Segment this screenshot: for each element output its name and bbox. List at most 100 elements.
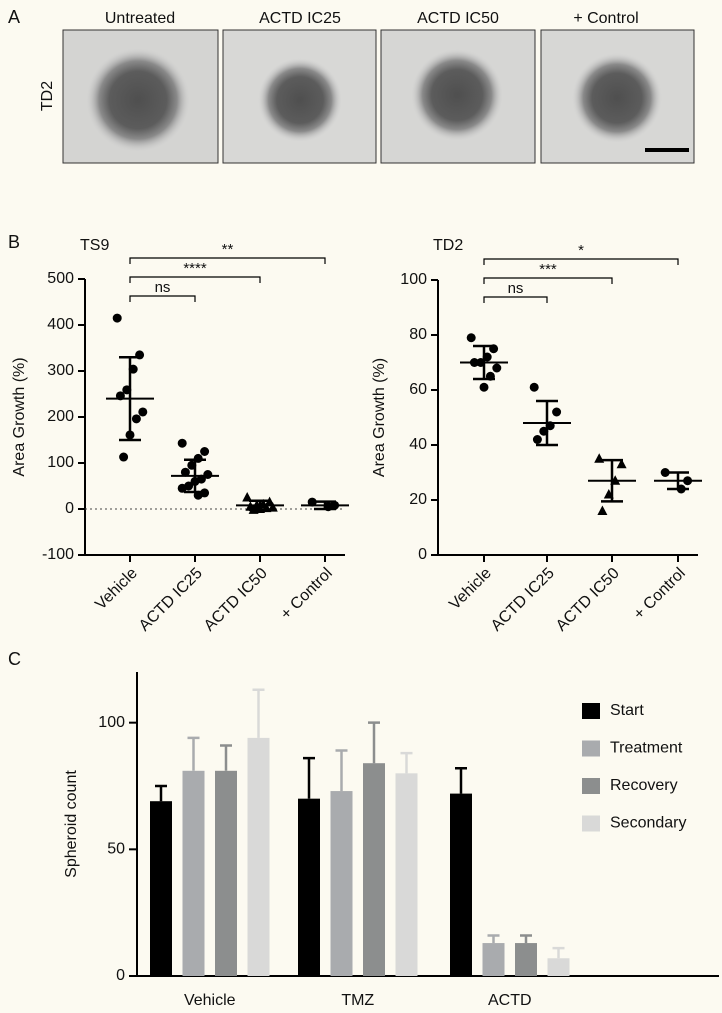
x-tick-label: + Control: [631, 565, 689, 623]
bar: [363, 763, 385, 976]
error-bar: [187, 736, 200, 771]
bar: [515, 943, 537, 976]
x-tick-label: + Control: [278, 565, 336, 623]
x-tick-label: Vehicle: [184, 992, 236, 1009]
x-tick-label: ACTD IC50: [553, 565, 623, 635]
y-tick-label: 300: [47, 362, 74, 379]
sd-bar: [667, 471, 689, 491]
significance-bracket: [483, 258, 679, 265]
data-point: [466, 333, 476, 343]
error-bar: [455, 767, 467, 794]
micrographs: [62, 29, 695, 164]
y-tick-label: 500: [47, 270, 74, 287]
error-bar: [252, 688, 265, 738]
data-point: [177, 438, 187, 448]
sd-bar: [314, 500, 336, 511]
x-tick-label: TMZ: [341, 992, 374, 1009]
y-tick-label: 100: [400, 271, 427, 288]
significance-label: ****: [183, 260, 207, 277]
spheroid: [258, 58, 342, 142]
column-label: + Control: [573, 10, 638, 27]
bar: [298, 798, 320, 976]
chart-title: TS9: [80, 237, 109, 254]
error-bar: [335, 749, 348, 792]
error-bar: [520, 934, 532, 944]
data-point: [242, 492, 253, 502]
sd-bar: [249, 499, 271, 512]
legend-swatch: [582, 815, 600, 832]
y-axis-label: Spheroid count: [63, 770, 80, 878]
bar: [330, 791, 353, 976]
bar: [215, 770, 237, 976]
y-tick-label: 60: [409, 381, 427, 398]
significance-label: ns: [155, 279, 171, 296]
chart-title: TD2: [433, 237, 463, 254]
spheroid: [411, 49, 503, 141]
column-label: Untreated: [105, 10, 175, 27]
y-tick-label: 0: [116, 967, 125, 984]
significance-bracket: [129, 257, 326, 264]
significance-label: ***: [539, 261, 557, 278]
y-tick-label: 0: [418, 546, 427, 563]
legend-swatch: [582, 740, 600, 757]
sd-bar: [473, 344, 495, 381]
y-tick-label: 200: [47, 408, 74, 425]
bar: [450, 793, 472, 976]
y-tick-label: 100: [98, 714, 125, 731]
data-point: [492, 363, 502, 373]
significance-bracket: [129, 276, 261, 283]
significance-label: **: [222, 241, 234, 258]
error-bar: [220, 744, 232, 771]
spheroid: [86, 48, 190, 152]
legend-swatch: [582, 778, 600, 794]
data-point: [597, 505, 608, 515]
error-bar: [368, 721, 380, 764]
error-bar: [487, 934, 500, 944]
error-bar: [552, 946, 565, 959]
error-bar: [303, 756, 315, 799]
significance-label: ns: [508, 280, 524, 297]
data-point: [119, 452, 129, 462]
data-point: [660, 468, 670, 477]
significance-label: *: [578, 242, 584, 259]
y-tick-label: 50: [107, 841, 125, 858]
legend-label: Secondary: [610, 815, 687, 832]
sd-bar: [601, 458, 623, 503]
sd-bar: [119, 355, 141, 442]
x-tick-label: ACTD IC25: [488, 565, 558, 635]
error-bar: [155, 784, 167, 802]
x-tick-label: Vehicle: [92, 565, 141, 614]
y-tick-label: 20: [409, 491, 427, 508]
row-label: TD2: [39, 81, 56, 111]
y-tick-label: -100: [42, 546, 74, 563]
significance-bracket: [483, 277, 613, 284]
significance-bracket: [129, 295, 196, 302]
legend-label: Start: [610, 702, 644, 719]
bar: [482, 943, 505, 976]
spheroid: [572, 53, 662, 143]
sd-bar: [536, 399, 558, 447]
y-tick-label: 80: [409, 326, 427, 343]
data-point: [552, 407, 562, 417]
column-label: ACTD IC25: [259, 10, 341, 27]
y-tick-label: 400: [47, 316, 74, 333]
bar: [150, 801, 172, 976]
data-point: [180, 467, 190, 477]
data-point: [479, 382, 489, 392]
sd-bar: [184, 458, 206, 494]
data-point: [200, 447, 210, 456]
column-label: ACTD IC50: [417, 10, 499, 27]
legend-label: Treatment: [610, 740, 683, 757]
data-point: [529, 382, 539, 392]
data-point: [177, 483, 187, 493]
y-axis-label: Area Growth (%): [371, 358, 388, 477]
legend-label: Recovery: [610, 777, 678, 794]
y-axis-label: Area Growth (%): [11, 357, 28, 476]
x-tick-label: ACTD: [488, 992, 532, 1009]
data-point: [138, 407, 148, 417]
legend-swatch: [582, 703, 600, 719]
data-point: [131, 414, 141, 424]
x-tick-label: ACTD IC25: [136, 565, 206, 635]
